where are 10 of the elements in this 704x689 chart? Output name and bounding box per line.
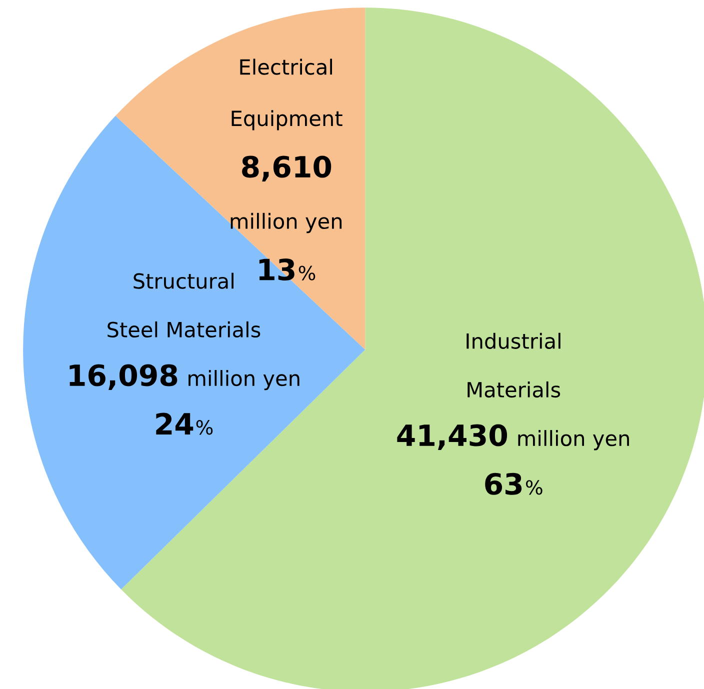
data-label: 41,430 bbox=[397, 424, 508, 450]
data-label: 8,610 bbox=[242, 156, 332, 182]
text: 24% bbox=[156, 412, 213, 435]
text: million yen bbox=[230, 212, 342, 234]
text: 63% bbox=[485, 472, 542, 495]
data-label: 16,098 bbox=[70, 364, 178, 390]
text: 13% bbox=[259, 258, 316, 281]
text: million yen bbox=[518, 430, 629, 450]
category-label: Electrical Equipment bbox=[232, 58, 342, 130]
text: million yen bbox=[188, 370, 300, 390]
